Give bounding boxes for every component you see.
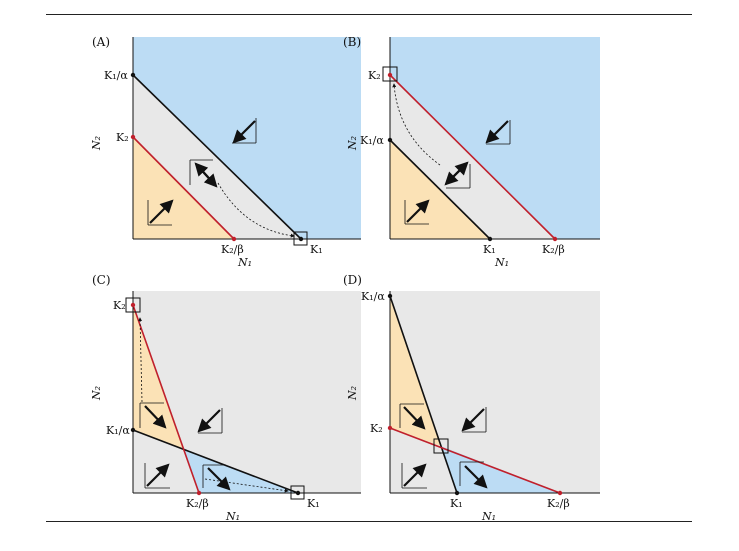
panel-c-x-axis-title: N₁ <box>225 510 240 523</box>
panel-b-x-mid-label: K₁ <box>483 243 496 256</box>
panel-b-stable-box <box>382 66 398 82</box>
panel-a-y-top-label: K₁/α <box>104 69 128 82</box>
panel-b-y-top-label: K₂ <box>368 69 381 82</box>
panel-b: (B) <box>343 35 600 269</box>
panel-a-point <box>130 134 136 140</box>
panel-a-y-mid-label: K₂ <box>116 131 129 144</box>
panel-d-isocline-n1 <box>389 295 458 494</box>
panel-d: (D) <box>343 273 600 523</box>
panel-a-x-right-label: K₁ <box>310 243 323 256</box>
panel-c-point <box>130 427 136 433</box>
panel-d-y-top-label: K₁/α <box>361 290 385 303</box>
panel-b-x-right-label: K₂/β <box>542 243 565 256</box>
panel-c-label: (C) <box>92 273 111 287</box>
panel-b-x-axis-title: N₁ <box>494 256 509 269</box>
panel-c-arrow-gray-upper <box>197 408 223 434</box>
panel-a-trajectory <box>217 182 295 238</box>
panel-c-isocline-n1 <box>132 429 299 494</box>
panel-c-gray-region-lower <box>133 430 199 493</box>
panel-c-equilibrium-n1 <box>295 490 301 496</box>
panel-c-y-axis-title: N₂ <box>90 386 103 401</box>
panel-d-arrow-orange <box>399 403 426 430</box>
panel-b-point <box>387 137 393 143</box>
panel-d-point <box>557 490 563 496</box>
panel-b-label: (B) <box>343 35 361 49</box>
panel-b-y-axis-title: N₂ <box>346 136 359 151</box>
panel-d-x-mid-label: K₁ <box>450 497 463 510</box>
panel-b-arrow-gray <box>444 161 471 189</box>
panel-c-trajectory-right <box>204 478 289 493</box>
panel-d-y-axis-title: N₂ <box>346 386 359 401</box>
panel-b-isocline-n2 <box>389 74 556 240</box>
panel-a-x-axis-title: N₁ <box>237 256 252 269</box>
panel-d-x-axis-title: N₁ <box>481 510 496 523</box>
panel-a-label: (A) <box>92 35 110 49</box>
panel-b-arrow-orange <box>404 199 430 225</box>
panel-d-label: (D) <box>343 273 362 287</box>
panel-b-trajectory <box>392 83 441 166</box>
panel-d-arrow-gray-upper <box>461 407 487 433</box>
bottom-rule <box>46 521 692 522</box>
panel-d-point <box>454 490 460 496</box>
panel-a-x-mid-label: K₂/β <box>221 243 244 256</box>
panel-d-y-mid-label: K₂ <box>370 422 383 435</box>
panel-c-isocline-n2 <box>132 304 200 494</box>
panel-a-arrow-blue <box>232 118 257 144</box>
panel-c-equilibrium-n2 <box>130 302 136 308</box>
panel-d-x-right-label: K₂/β <box>547 497 570 510</box>
panel-d-gray-region <box>390 291 600 493</box>
panel-d-arrow-gray-lower <box>401 463 427 489</box>
panel-b-arrow-blue <box>485 120 511 145</box>
panel-a-point <box>231 236 237 242</box>
panel-c-arrow-blue <box>202 464 231 491</box>
panel-d-isocline-n2 <box>389 427 561 494</box>
panel-a-arrow-orange <box>147 199 174 226</box>
panel-c-arrow-orange <box>139 402 167 429</box>
top-rule <box>46 14 692 15</box>
panel-a-y-axis-title: N₂ <box>90 136 103 151</box>
panel-b-point <box>487 236 493 242</box>
panel-a-arrow-gray <box>189 159 218 188</box>
panel-a-point <box>130 72 136 78</box>
panel-c-y-top-label: K₂ <box>113 299 126 312</box>
panel-b-point <box>552 236 558 242</box>
panel-d-arrow-blue <box>459 461 488 489</box>
panel-a-isocline-n2 <box>132 136 235 240</box>
panel-b-y-mid-label: K₁/α <box>360 134 384 147</box>
panel-a-isocline-n1 <box>132 74 302 240</box>
panel-c-arrow-gray-lower <box>144 463 170 489</box>
panel-c-stable-box-n2 <box>125 297 141 313</box>
panel-c: (C) <box>90 273 361 523</box>
panel-a: (A) <box>90 35 361 269</box>
panel-d-point <box>387 293 393 299</box>
panel-d-point <box>387 425 393 431</box>
panel-b-equilibrium <box>387 72 393 78</box>
panel-c-stable-box-n1 <box>290 485 305 500</box>
panel-c-x-right-label: K₁ <box>307 497 320 510</box>
panel-a-stable-box <box>293 231 308 246</box>
panel-d-stable-box <box>433 438 449 454</box>
panel-c-x-mid-label: K₂/β <box>186 497 209 510</box>
panel-c-y-mid-label: K₁/α <box>106 424 130 437</box>
panel-b-isocline-n1 <box>389 139 491 240</box>
panel-a-equilibrium <box>298 236 304 242</box>
panel-c-point <box>196 490 202 496</box>
